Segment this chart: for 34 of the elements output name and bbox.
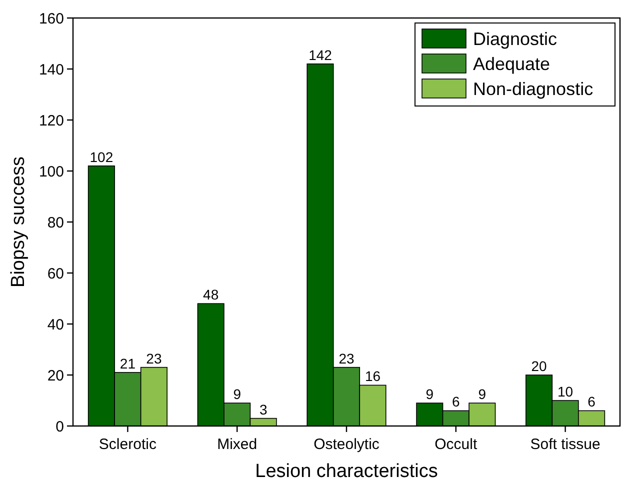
x-tick-label: Mixed: [217, 436, 258, 453]
data-label: 6: [452, 394, 460, 410]
legend-label: Non-diagnostic: [473, 79, 594, 99]
y-tick-label: 100: [38, 163, 64, 180]
y-tick-label: 40: [47, 316, 64, 334]
data-label: 16: [364, 368, 381, 384]
data-label: 23: [338, 350, 354, 366]
legend-label: Adequate: [473, 54, 550, 74]
y-tick-label: 20: [47, 367, 64, 384]
y-tick-label: 60: [47, 265, 64, 282]
data-label: 9: [426, 386, 434, 402]
data-label: 3: [259, 401, 268, 418]
data-label: 23: [146, 350, 162, 366]
x-axis-title: Lesion characteristics: [255, 461, 438, 482]
y-tick-label: 160: [38, 10, 64, 28]
data-label: 21: [120, 355, 136, 372]
x-tick-label: Soft tissue: [530, 436, 600, 453]
data-label: 9: [233, 386, 242, 402]
x-tick-label: Osteolytic: [314, 436, 380, 453]
data-label: 10: [558, 384, 574, 400]
y-tick-label: 80: [47, 214, 64, 232]
data-label: 6: [588, 394, 596, 410]
y-tick-label: 120: [38, 112, 64, 130]
x-tick-label: Occult: [434, 436, 478, 453]
data-label: 9: [478, 386, 486, 402]
legend-label: Diagnostic: [473, 29, 558, 49]
data-label: 142: [308, 46, 332, 63]
data-label: 20: [531, 358, 548, 374]
data-label: 102: [90, 148, 114, 165]
x-tick-label: Sclerotic: [98, 436, 157, 453]
y-tick-label: 0: [56, 418, 64, 436]
y-axis-title: Biopsy success: [8, 156, 29, 288]
data-label: 48: [203, 286, 219, 303]
y-tick-label: 140: [38, 61, 64, 78]
